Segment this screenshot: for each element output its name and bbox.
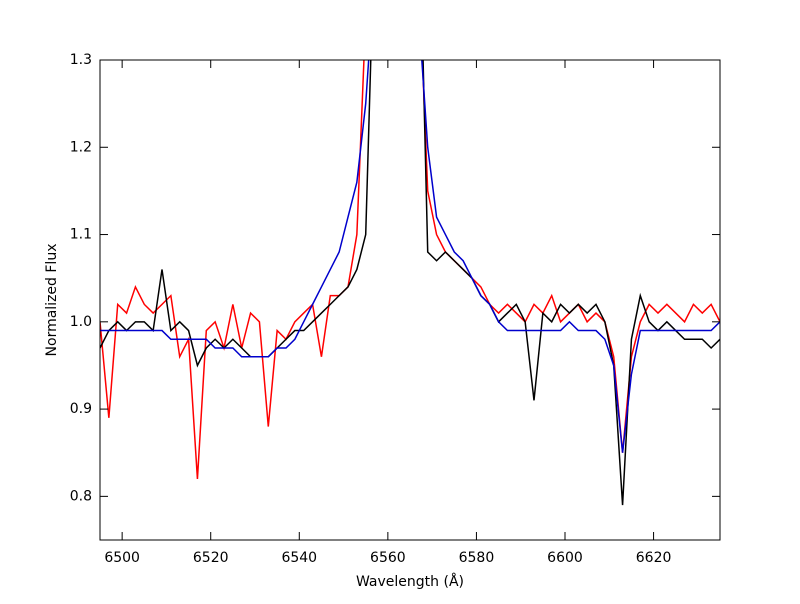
x-tick-label: 6600: [547, 550, 583, 566]
y-tick-label: 1.3: [70, 52, 92, 68]
spectrum-line: [100, 60, 720, 453]
y-axis-label: Normalized Flux: [44, 244, 60, 357]
x-tick-label: 6500: [104, 550, 140, 566]
x-tick-label: 6540: [281, 550, 317, 566]
x-axis-label: Wavelength (Å): [356, 573, 464, 590]
plot-area: [100, 60, 720, 506]
x-tick-label: 6520: [193, 550, 229, 566]
x-tick-label: 6580: [459, 550, 495, 566]
y-tick-label: 0.9: [70, 401, 92, 417]
y-tick-label: 0.8: [70, 488, 92, 504]
y-tick-label: 1.2: [70, 139, 92, 155]
x-tick-label: 6620: [636, 550, 672, 566]
y-tick-label: 1.1: [70, 227, 92, 243]
spectrum-line: [100, 60, 720, 506]
axes-frame: [99, 59, 721, 541]
x-tick-label: 6560: [370, 550, 406, 566]
y-tick-label: 1.0: [70, 314, 92, 330]
